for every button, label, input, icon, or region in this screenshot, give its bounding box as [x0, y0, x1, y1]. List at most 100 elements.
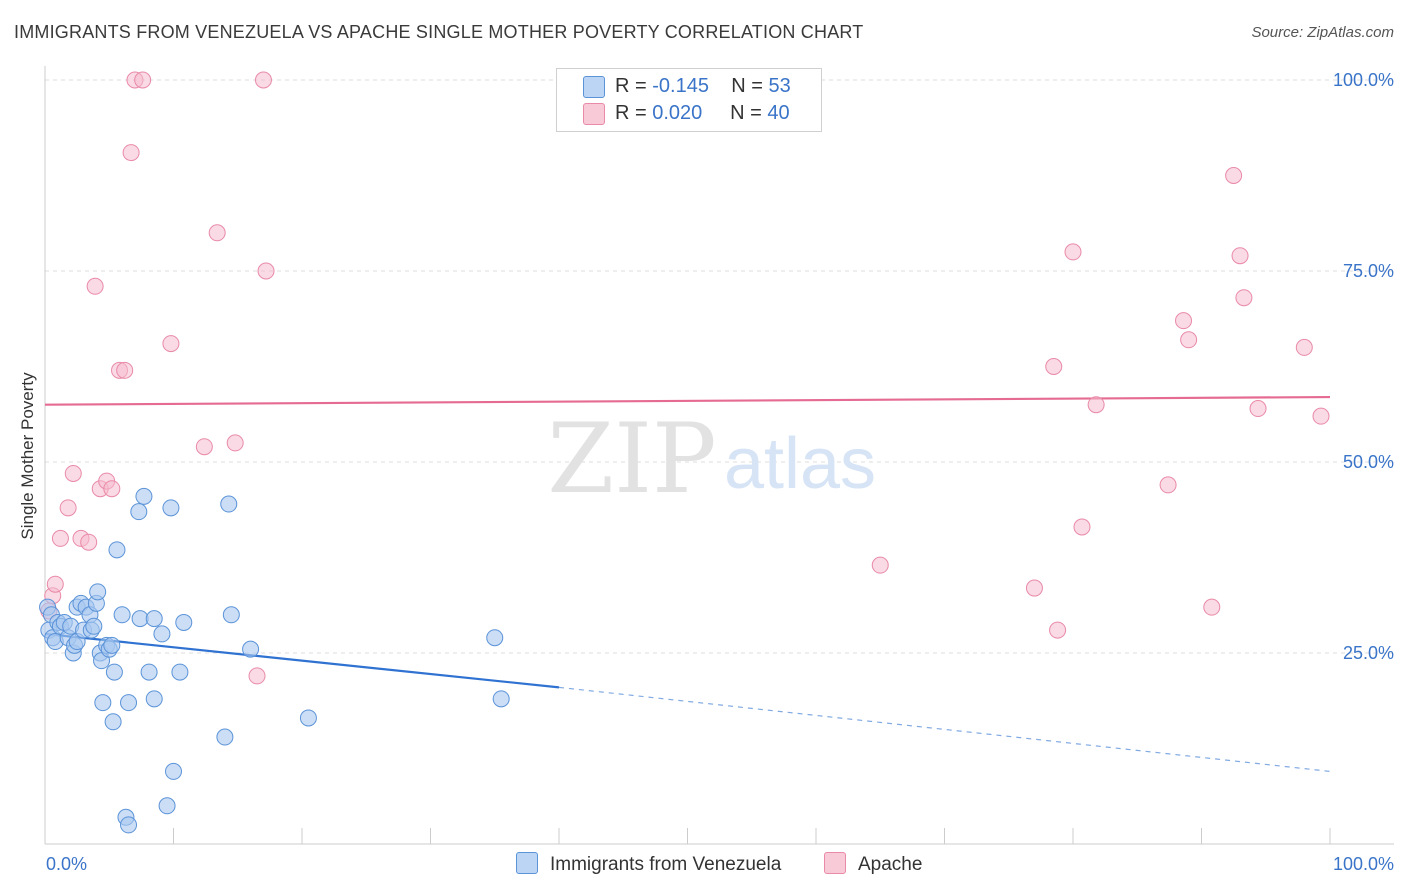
bottom-legend-label-apache: Apache: [858, 854, 923, 875]
x-tick-label: 100.0%: [1333, 854, 1394, 874]
data-point-venezuela: [130, 503, 148, 521]
tick-labels: 25.0% 50.0% 75.0% 100.0% 0.0% 100.0%: [46, 70, 1394, 874]
trend-lines: [44, 395, 1331, 773]
trend-line-apache: [44, 395, 1331, 406]
bottom-legend-label-venezuela: Immigrants from Venezuela: [550, 854, 782, 875]
bottom-legend-swatch-venezuela: [516, 852, 538, 874]
data-point-apache: [1064, 243, 1082, 261]
data-point-venezuela: [120, 694, 138, 712]
data-point-apache: [134, 71, 152, 89]
data-point-apache: [1231, 247, 1249, 265]
data-point-venezuela: [162, 499, 180, 517]
data-point-apache: [103, 480, 121, 498]
x-tick-label: 0.0%: [46, 854, 87, 874]
bottom-legend-swatch-apache: [824, 852, 846, 874]
legend-n-value: 40: [767, 102, 790, 124]
data-point-apache: [1235, 289, 1253, 307]
data-point-apache: [51, 529, 69, 547]
data-point-venezuela: [85, 617, 103, 635]
legend-swatch-venezuela: [583, 76, 605, 98]
trend-line-venezuela-extension: [558, 686, 1331, 773]
data-point-apache: [1175, 312, 1193, 330]
data-point-apache: [162, 335, 180, 353]
data-point-venezuela: [145, 610, 163, 628]
data-point-venezuela: [153, 625, 171, 643]
legend-r-label: R =: [615, 75, 647, 97]
data-point-apache: [1249, 400, 1267, 418]
y-tick-label: 75.0%: [1343, 261, 1394, 281]
trend-line-venezuela: [44, 632, 560, 689]
grid-lines: [45, 79, 1394, 654]
data-point-venezuela: [171, 663, 189, 681]
watermark-atlas: atlas: [724, 424, 876, 504]
data-point-apache: [116, 361, 134, 379]
data-point-apache: [1225, 167, 1243, 184]
data-point-apache: [1045, 358, 1063, 375]
data-point-venezuela: [108, 541, 126, 559]
data-point-venezuela: [165, 762, 182, 780]
data-point-venezuela: [486, 629, 504, 647]
data-point-apache: [1180, 331, 1198, 349]
legend-r-value: -0.145: [652, 75, 709, 97]
data-point-apache: [871, 556, 889, 574]
legend-n-label: N =: [730, 102, 762, 124]
data-point-venezuela: [299, 709, 317, 727]
correlation-legend: R = -0.145 N = 53 R = 0.020 N = 40: [556, 68, 822, 132]
data-point-venezuela: [131, 610, 149, 628]
y-axis-label: Single Mother Poverty: [18, 372, 37, 540]
legend-r-label: R =: [615, 102, 647, 124]
data-point-venezuela: [105, 663, 123, 681]
axes: [44, 66, 1394, 845]
chart-title: IMMIGRANTS FROM VENEZUELA VS APACHE SING…: [14, 22, 864, 42]
data-point-apache: [1312, 407, 1330, 425]
data-point-venezuela: [103, 636, 121, 654]
data-point-venezuela: [158, 797, 176, 815]
data-point-venezuela: [113, 606, 131, 624]
bottom-legend-apache: Apache: [824, 852, 922, 876]
data-point-apache: [254, 71, 272, 89]
y-tick-label: 50.0%: [1343, 452, 1394, 472]
data-point-apache: [122, 144, 140, 162]
data-point-venezuela: [140, 663, 158, 681]
data-point-apache: [1203, 598, 1221, 616]
bottom-legend-venezuela: Immigrants from Venezuela: [516, 852, 781, 876]
data-point-apache: [59, 499, 77, 517]
data-point-apache: [86, 277, 104, 295]
data-point-venezuela: [222, 606, 240, 624]
data-point-venezuela: [104, 713, 122, 731]
data-point-venezuela: [216, 728, 234, 746]
legend-r-value: 0.020: [652, 102, 703, 124]
data-point-apache: [1073, 518, 1091, 536]
watermark-zip: ZIP: [547, 403, 716, 515]
data-point-apache: [1049, 621, 1067, 639]
data-point-venezuela: [135, 487, 153, 505]
data-point-venezuela: [120, 816, 138, 834]
legend-n-label: N =: [731, 75, 763, 97]
data-point-apache: [1159, 476, 1177, 494]
data-points: [39, 71, 1330, 834]
data-point-apache: [1087, 396, 1105, 414]
data-point-venezuela: [220, 495, 238, 513]
data-point-apache: [248, 667, 266, 685]
y-tick-label: 100.0%: [1333, 70, 1394, 90]
data-point-apache: [1025, 579, 1043, 597]
data-point-apache: [195, 438, 213, 456]
data-point-venezuela: [89, 583, 107, 601]
legend-swatch-apache: [583, 103, 605, 125]
y-tick-label: 25.0%: [1343, 643, 1394, 663]
watermark: ZIP atlas: [547, 403, 876, 515]
data-point-venezuela: [94, 694, 112, 712]
data-point-venezuela: [145, 690, 163, 708]
data-point-apache: [80, 533, 98, 551]
data-point-venezuela: [492, 690, 510, 708]
data-point-apache: [64, 464, 82, 482]
legend-n-value: 53: [768, 75, 791, 97]
source-credit: Source: ZipAtlas.com: [1251, 24, 1394, 41]
data-point-apache: [208, 224, 226, 242]
data-point-apache: [1295, 338, 1313, 356]
data-point-venezuela: [242, 640, 260, 658]
data-point-apache: [226, 434, 244, 452]
data-point-venezuela: [175, 613, 193, 631]
data-point-apache: [257, 262, 275, 280]
